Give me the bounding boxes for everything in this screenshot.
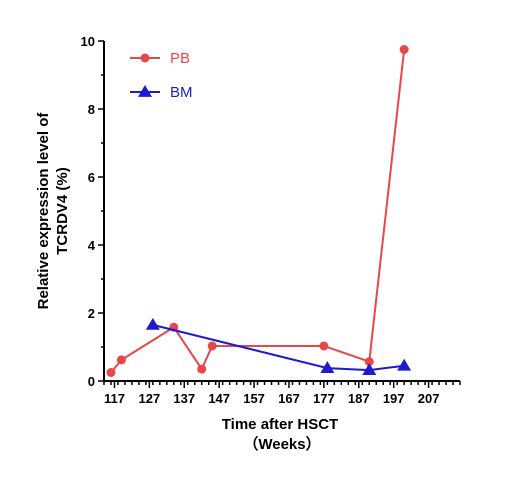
- legend-label: BM: [170, 84, 193, 101]
- axes: 0 2 4 6 8 10 117 127 137 147 157 167 177 187 197 207: [81, 34, 461, 406]
- x-axis-unit: （Weeks）: [243, 435, 320, 453]
- y-tick-label: 10: [81, 34, 95, 49]
- data-point-PB: [197, 364, 207, 374]
- legend-marker: [138, 85, 152, 97]
- legend-label: PB: [170, 50, 190, 67]
- x-tick-label: 117: [104, 391, 125, 406]
- legend-item-BM: BM: [130, 84, 193, 101]
- legend-marker: [140, 53, 150, 63]
- data-point-BM: [362, 363, 377, 376]
- x-tick-label: 147: [208, 391, 230, 406]
- y-tick-label: 0: [88, 374, 95, 389]
- data-point-BM: [145, 317, 160, 330]
- series-layer: [106, 45, 412, 377]
- x-axis-title: Time after HSCT: [222, 416, 338, 433]
- x-tick-label: 197: [383, 391, 405, 406]
- data-point-PB: [116, 355, 126, 365]
- data-point-PB: [364, 357, 374, 367]
- y-axis-title-line1: Relative expression level of: [35, 112, 52, 310]
- x-tick-label: 157: [243, 391, 265, 406]
- x-tick-label: 177: [313, 391, 335, 406]
- series-line-PB: [110, 49, 406, 374]
- x-tick-label: 187: [348, 391, 370, 406]
- series-BM: [145, 317, 412, 376]
- data-point-BM: [397, 358, 412, 371]
- data-point-PB: [207, 341, 217, 351]
- legend-item-PB: PB: [130, 50, 190, 67]
- legend: PB BM: [130, 50, 193, 101]
- x-tick-label: 207: [418, 391, 440, 406]
- data-point-PB: [319, 341, 329, 351]
- x-tick-label: 167: [278, 391, 300, 406]
- x-tick-label: 127: [139, 391, 161, 406]
- series-line-BM: [152, 323, 405, 372]
- y-axis-title-line2: TCRDV4 (%): [54, 167, 71, 255]
- y-tick-label: 2: [88, 306, 95, 321]
- x-tick-label: 137: [173, 391, 195, 406]
- data-point-BM: [320, 361, 335, 373]
- y-tick-label: 4: [88, 238, 96, 253]
- y-tick-label: 8: [88, 102, 95, 117]
- y-tick-label: 6: [88, 170, 95, 185]
- data-point-PB: [106, 368, 116, 377]
- data-point-PB: [399, 45, 409, 54]
